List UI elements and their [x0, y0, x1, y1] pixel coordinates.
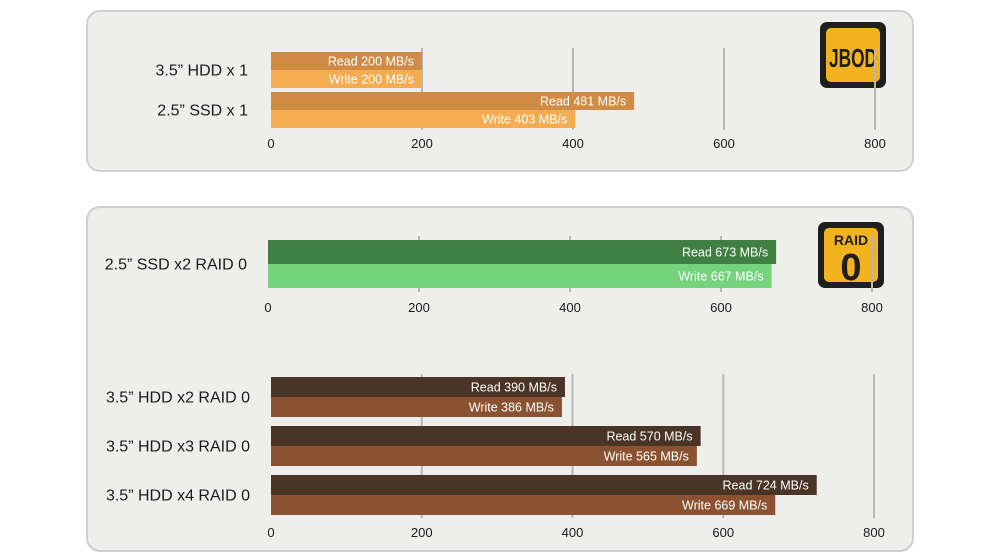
ssd-raid0-category-label: 2.5” SSD x2 RAID 0 [105, 257, 247, 274]
jbod-badge-text: JBOD [829, 43, 877, 73]
jbod-write-label: Write 403 MB/s [482, 113, 567, 127]
hdd-raid0-category-label: 3.5” HDD x3 RAID 0 [106, 439, 250, 456]
hdd-raid0-read-label: Read 724 MB/s [723, 479, 809, 493]
hdd-raid0-read-label: Read 390 MB/s [471, 381, 557, 395]
jbod-write-bar [271, 70, 422, 88]
hdd-raid0-read-label: Read 570 MB/s [606, 430, 692, 444]
hdd-raid0-tick-label: 200 [411, 525, 433, 540]
ssd-raid0-read-label: Read 673 MB/s [682, 246, 768, 260]
jbod-tick-label: 0 [267, 136, 274, 151]
hdd-raid0-read-bar [271, 475, 817, 495]
jbod-category-label: 2.5” SSD x 1 [157, 103, 248, 120]
hdd-raid0-category-label: 3.5” HDD x4 RAID 0 [106, 488, 250, 505]
hdd-raid0-write-bar [271, 397, 562, 417]
hdd-raid0-tick-label: 600 [712, 525, 734, 540]
ssd-raid0-read-bar [268, 240, 777, 264]
ssd-raid0-write-label: Write 667 MB/s [678, 270, 763, 284]
hdd-raid0-write-label: Write 669 MB/s [682, 499, 767, 513]
hdd-raid0-write-bar [271, 495, 776, 515]
ssd-raid0-tick-label: 200 [408, 300, 430, 315]
hdd-raid0-write-label: Write 565 MB/s [604, 450, 689, 464]
hdd-raid0-tick-label: 800 [863, 525, 885, 540]
jbod-tick-label: 600 [713, 136, 735, 151]
hdd-raid0-write-bar [271, 446, 697, 466]
jbod-panel [86, 10, 914, 172]
jbod-read-bar [271, 52, 422, 70]
ssd-raid0-tick-label: 600 [710, 300, 732, 315]
hdd-raid0-tick-label: 0 [267, 525, 274, 540]
raid0-badge-top: RAID [834, 232, 868, 248]
ssd-raid0-tick-label: 800 [861, 300, 883, 315]
jbod-tick-label: 200 [411, 136, 433, 151]
hdd-raid0-category-label: 3.5” HDD x2 RAID 0 [106, 390, 250, 407]
hdd-raid0-read-bar [271, 377, 565, 397]
jbod-tick-label: 400 [562, 136, 584, 151]
ssd-raid0-tick-label: 400 [559, 300, 581, 315]
jbod-read-bar [271, 92, 635, 110]
hdd-raid0-write-label: Write 386 MB/s [469, 401, 554, 415]
ssd-raid0-write-bar [268, 264, 772, 288]
jbod-badge: JBOD [820, 22, 886, 88]
jbod-read-label: Read 481 MB/s [540, 95, 626, 109]
raid0-badge-bottom: 0 [840, 247, 861, 289]
hdd-raid0-tick-label: 400 [562, 525, 584, 540]
ssd-raid0-tick-label: 0 [264, 300, 271, 315]
jbod-write-bar [271, 110, 576, 128]
jbod-write-label: Write 200 MB/s [329, 73, 414, 87]
hdd-raid0-read-bar [271, 426, 701, 446]
jbod-read-label: Read 200 MB/s [328, 55, 414, 69]
jbod-tick-label: 800 [864, 136, 886, 151]
jbod-category-label: 3.5” HDD x 1 [156, 63, 249, 80]
raid0-badge: RAID 0 [818, 222, 884, 289]
